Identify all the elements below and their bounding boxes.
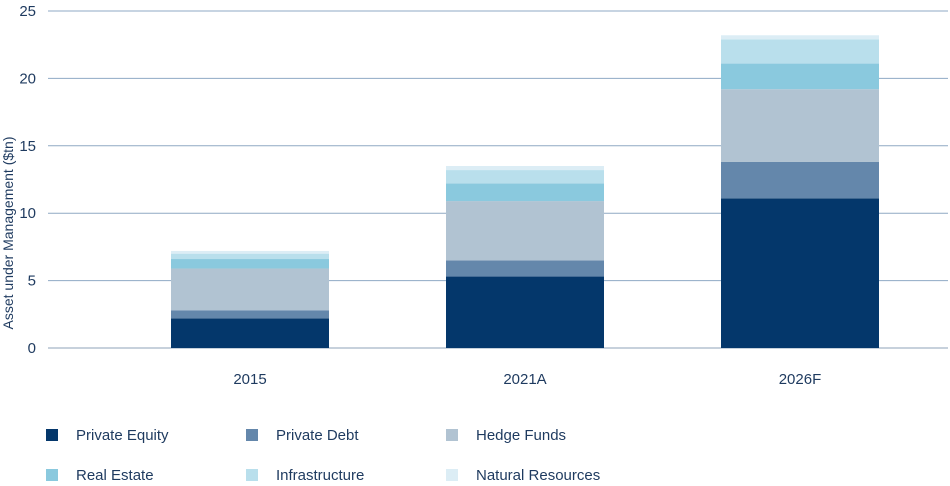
legend-swatch [46, 469, 58, 481]
bar-segment-hedge-funds [446, 201, 604, 261]
bar-segment-infrastructure [721, 39, 879, 64]
legend-label: Private Equity [76, 426, 169, 444]
legend-swatch [246, 469, 258, 481]
legend-swatch [246, 429, 258, 441]
legend-item: Private Equity [46, 424, 169, 446]
y-tick-label: 20 [19, 70, 36, 87]
bar-segment-private-debt [721, 161, 879, 199]
bar-segment-private-equity [171, 318, 329, 348]
y-tick-label: 0 [28, 340, 36, 357]
bar-segment-private-equity [721, 198, 879, 348]
y-axis-label: Asset under Management ($tn) [0, 137, 16, 330]
bar-segment-infrastructure [171, 253, 329, 260]
legend-item: Natural Resources [446, 464, 600, 486]
x-tick-label: 2015 [233, 371, 266, 388]
bar-segment-natural-resources [446, 166, 604, 171]
x-tick-label: 2026F [779, 371, 822, 388]
legend-swatch [446, 469, 458, 481]
x-tick-label: 2021A [503, 371, 546, 388]
y-tick-label: 25 [19, 3, 36, 20]
y-axis-ticks: 0 5 10 15 20 25 [19, 3, 36, 357]
bar-segment-private-debt [171, 310, 329, 319]
bar-segment-hedge-funds [171, 268, 329, 311]
x-axis-ticks: 2015 2021A 2026F [233, 371, 821, 388]
y-tick-label: 5 [28, 273, 36, 290]
bar-segment-private-equity [446, 276, 604, 348]
bar-segment-real-estate [721, 63, 879, 90]
bar-segment-private-debt [446, 260, 604, 277]
bars [171, 35, 879, 348]
bar-segment-natural-resources [171, 250, 329, 254]
bar-segment-natural-resources [721, 35, 879, 40]
legend-swatch [46, 429, 58, 441]
legend-item: Infrastructure [246, 464, 364, 486]
legend-label: Private Debt [276, 426, 359, 444]
legend-item: Hedge Funds [446, 424, 566, 446]
legend-label: Real Estate [76, 466, 154, 484]
legend-label: Hedge Funds [476, 426, 567, 444]
y-tick-label: 10 [19, 205, 36, 222]
legend-label: Natural Resources [476, 466, 601, 484]
legend-item: Real Estate [46, 464, 154, 486]
bar-segment-infrastructure [446, 170, 604, 184]
bar-segment-hedge-funds [721, 89, 879, 162]
y-tick-label: 15 [19, 138, 36, 155]
legend-item: Private Debt [246, 424, 359, 446]
legend: Private Equity Private Debt Hedge Funds Rea… [46, 424, 906, 486]
legend-swatch [446, 429, 458, 441]
legend-label: Infrastructure [276, 466, 365, 484]
bar-segment-real-estate [171, 259, 329, 269]
stacked-bar-chart: 0 5 10 15 20 25 2015 2021A 2026F Asset under Ma… [0, 3, 948, 388]
bar-segment-real-estate [446, 183, 604, 202]
